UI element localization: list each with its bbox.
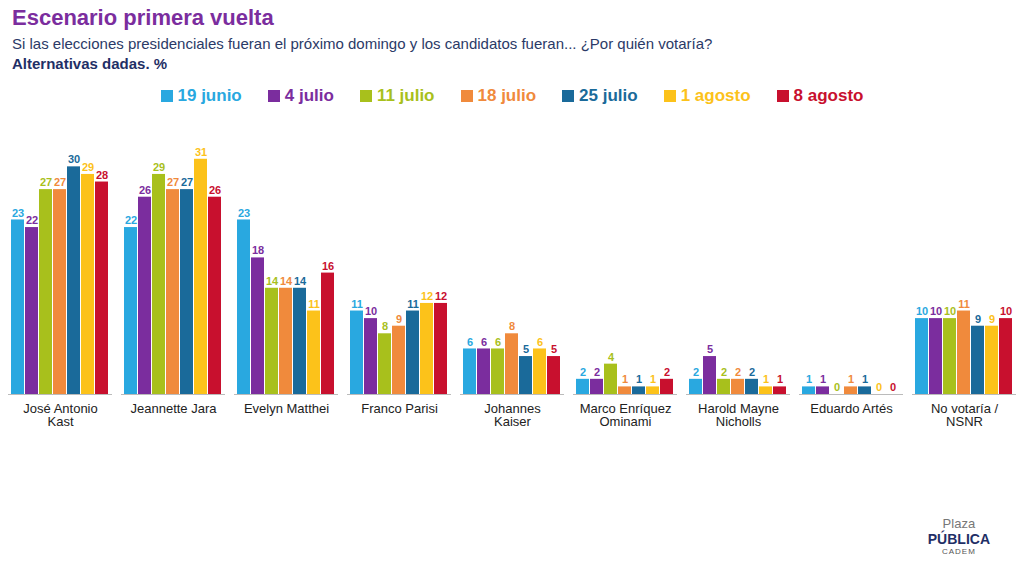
svg-text:4: 4 — [608, 351, 615, 363]
svg-text:26: 26 — [209, 184, 221, 196]
svg-text:22: 22 — [26, 214, 38, 226]
svg-text:26: 26 — [139, 184, 151, 196]
svg-text:6: 6 — [537, 335, 543, 347]
svg-text:1: 1 — [763, 373, 769, 385]
html-text:Escenario primera vuelta: Escenario primera vuelta — [12, 5, 274, 30]
svg-text:23: 23 — [12, 206, 24, 218]
svg-text:10: 10 — [930, 305, 942, 317]
svg-text:18: 18 — [252, 244, 264, 256]
html-text:Alternativas dadas. %: Alternativas dadas. % — [12, 55, 168, 72]
svg-text:2: 2 — [749, 366, 755, 378]
svg-text:12: 12 — [421, 290, 433, 302]
svg-text:JohannesKaiser: JohannesKaiser — [484, 401, 541, 429]
svg-text:11: 11 — [407, 298, 419, 310]
svg-text:8: 8 — [382, 320, 388, 332]
svg-text:22: 22 — [125, 214, 137, 226]
svg-text:6: 6 — [481, 335, 487, 347]
svg-text:27: 27 — [181, 176, 193, 188]
svg-text:12: 12 — [435, 290, 447, 302]
html-text:25 julio: 25 julio — [579, 86, 638, 105]
svg-text:Evelyn Matthei: Evelyn Matthei — [244, 401, 329, 416]
svg-text:14: 14 — [294, 275, 307, 287]
svg-text:23: 23 — [238, 206, 250, 218]
svg-text:11: 11 — [308, 298, 320, 310]
html-text:11 julio: 11 julio — [376, 86, 435, 105]
svg-text:5: 5 — [707, 343, 713, 355]
svg-text:31: 31 — [195, 146, 207, 158]
html-text:19 junio: 19 junio — [177, 86, 242, 105]
svg-text:Franco Parisi: Franco Parisi — [361, 401, 438, 416]
html-text:8 agosto: 8 agosto — [793, 86, 864, 105]
svg-text:11: 11 — [958, 298, 970, 310]
html-text:CADEM: CADEM — [941, 547, 976, 556]
svg-text:1: 1 — [848, 373, 854, 385]
html-text:18 julio: 18 julio — [477, 86, 537, 105]
svg-text:1: 1 — [636, 373, 642, 385]
svg-text:28: 28 — [96, 169, 108, 181]
svg-text:9: 9 — [989, 313, 995, 325]
svg-text:2: 2 — [594, 366, 600, 378]
svg-text:6: 6 — [467, 335, 473, 347]
svg-text:1: 1 — [820, 373, 826, 385]
html-text:Si las elecciones presidencial: Si las elecciones presidenciales fueran … — [12, 35, 713, 52]
svg-text:0: 0 — [876, 381, 882, 393]
html-text:PÚBLICA: PÚBLICA — [927, 531, 990, 547]
svg-text:2: 2 — [580, 366, 586, 378]
svg-text:Eduardo Artés: Eduardo Artés — [810, 401, 893, 416]
svg-text:Marco EnríquezOminami: Marco EnríquezOminami — [580, 401, 672, 429]
svg-text:14: 14 — [266, 275, 279, 287]
svg-text:10: 10 — [365, 305, 377, 317]
svg-text:16: 16 — [322, 260, 334, 272]
svg-text:29: 29 — [82, 161, 94, 173]
svg-text:2: 2 — [664, 366, 670, 378]
svg-text:8: 8 — [509, 320, 515, 332]
svg-text:2: 2 — [721, 366, 727, 378]
svg-text:1: 1 — [777, 373, 783, 385]
svg-text:9: 9 — [396, 313, 402, 325]
svg-text:No votaría /NSNR: No votaría /NSNR — [931, 401, 999, 429]
svg-text:14: 14 — [280, 275, 293, 287]
svg-text:0: 0 — [834, 381, 840, 393]
svg-text:27: 27 — [54, 176, 66, 188]
svg-text:1: 1 — [622, 373, 628, 385]
svg-text:Jeannette Jara: Jeannette Jara — [130, 401, 217, 416]
svg-text:1: 1 — [862, 373, 868, 385]
svg-text:Harold MayneNicholls: Harold MayneNicholls — [698, 401, 779, 429]
html-text:Plaza: Plaza — [942, 516, 976, 531]
svg-text:29: 29 — [153, 161, 165, 173]
svg-text:6: 6 — [495, 335, 501, 347]
svg-text:2: 2 — [735, 366, 741, 378]
svg-text:1: 1 — [806, 373, 812, 385]
svg-text:30: 30 — [68, 153, 80, 165]
svg-text:0: 0 — [890, 381, 896, 393]
svg-text:10: 10 — [916, 305, 928, 317]
svg-text:10: 10 — [1000, 305, 1012, 317]
svg-text:27: 27 — [40, 176, 52, 188]
svg-text:11: 11 — [351, 298, 363, 310]
svg-text:27: 27 — [167, 176, 179, 188]
svg-text:1: 1 — [650, 373, 656, 385]
svg-text:5: 5 — [551, 343, 557, 355]
svg-text:José AntonioKast: José AntonioKast — [23, 401, 97, 429]
svg-text:5: 5 — [523, 343, 529, 355]
svg-text:2: 2 — [693, 366, 699, 378]
svg-text:10: 10 — [944, 305, 956, 317]
svg-text:9: 9 — [975, 313, 981, 325]
html-text:4 julio: 4 julio — [284, 86, 334, 105]
html-text:1 agosto: 1 agosto — [680, 86, 751, 105]
